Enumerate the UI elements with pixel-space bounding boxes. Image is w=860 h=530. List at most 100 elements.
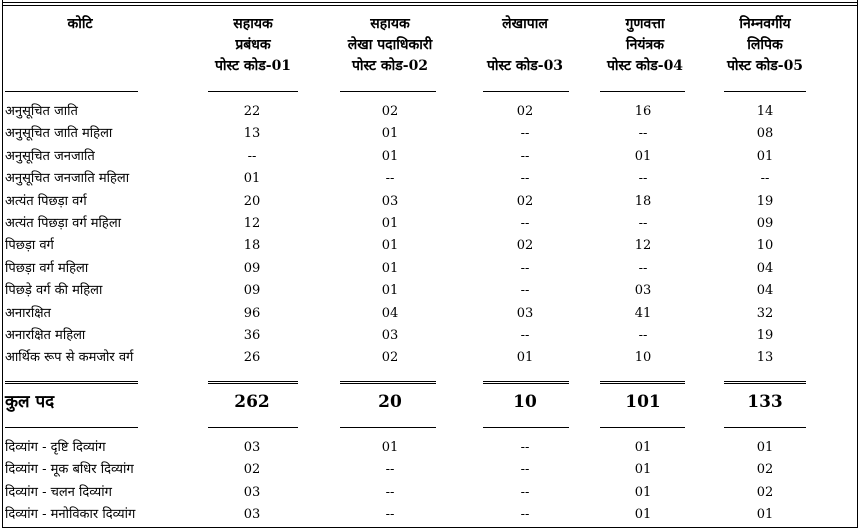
post-header-line: गुणवत्ता [625,16,665,32]
column-rule [5,427,138,428]
row-value: 01 [243,171,261,186]
row-value: 04 [756,283,774,298]
row-value: -- [638,171,648,186]
row-value: -- [520,149,530,164]
row-value: -- [638,328,648,343]
row-value: 09 [756,216,774,231]
category-header: कोटि [67,16,93,32]
total-value: 10 [513,392,537,412]
column-rule [340,91,436,92]
row-value: 01 [634,484,652,500]
row-value: -- [520,283,530,298]
row-value: 02 [381,350,399,365]
row-value: 02 [756,484,774,500]
row-value: -- [385,506,395,522]
row-label: अनुसूचित जनजाति महिला [5,171,130,186]
row-value: 36 [243,328,261,343]
row-value: 18 [243,238,261,253]
row-value: 10 [634,350,652,365]
row-value: 03 [243,484,261,500]
column-rule [208,427,298,428]
row-value: 02 [243,462,261,478]
column-rule [5,383,138,384]
row-value: 13 [756,350,774,365]
row-value: -- [638,216,648,231]
row-label: पिछड़े वर्ग की महिला [5,283,103,298]
row-value: 09 [243,283,261,298]
row-value: -- [520,126,530,141]
row-value: 01 [756,149,774,164]
row-value: 19 [756,328,774,343]
column-rule [483,383,569,384]
row-value: 14 [756,104,774,119]
row-value: 03 [381,194,399,209]
post-header-line [462,35,588,56]
total-label: कुल पद [5,392,55,412]
row-value: 01 [634,149,652,164]
row-value: 03 [243,440,261,455]
row-value: 32 [756,306,774,321]
row-label: पिछड़ा वर्ग [5,238,54,253]
row-value: -- [520,506,530,522]
row-value: -- [638,261,648,276]
column-rule [483,91,569,92]
total-value: 101 [625,392,661,412]
column-rule [724,383,806,384]
row-value: -- [520,328,530,343]
row-value: 04 [381,306,399,321]
row-value: 03 [243,506,261,522]
post-header: निम्नवर्गीय लिपिक पोस्ट कोड-05 [712,14,818,77]
top-rule [2,2,858,3]
row-value: -- [760,171,770,186]
post-header-line: सहायक [233,16,273,32]
post-header-line: नियंत्रक [626,37,664,53]
post-header-line: लिपिक [747,37,783,53]
row-label: दिव्यांग - मूक बधिर दिव्यांग [5,462,134,478]
total-value: 262 [234,392,270,412]
row-value: -- [520,261,530,276]
column-rule [600,427,685,428]
row-value: -- [385,171,395,186]
row-value: 12 [634,238,652,253]
row-value: 20 [243,194,261,209]
column-rule [5,91,138,92]
row-label: दिव्यांग - चलन दिव्यांग [5,484,112,500]
post-header-line: पोस्ट कोड-03 [486,58,564,74]
row-value: 01 [381,238,399,253]
row-value: 09 [243,261,261,276]
column-rule [5,381,138,382]
row-label: अनुसूचित जाति [5,104,78,119]
total-value: 20 [378,392,402,412]
post-header-line: लेखापाल [502,16,548,32]
row-value: 02 [516,238,534,253]
row-value: -- [247,149,257,164]
column-rule [724,91,806,92]
row-value: 02 [516,194,534,209]
row-label: पिछड़ा वर्ग महिला [5,261,89,276]
row-label: दिव्यांग - दृष्टि दिव्यांग [5,440,106,455]
row-label: अनारक्षित महिला [5,328,86,343]
column-rule [600,383,685,384]
post-header-line: पोस्ट कोड-01 [214,58,292,74]
row-value: 01 [381,261,399,276]
row-value: 01 [381,440,399,455]
column-rule [724,427,806,428]
column-rule [483,427,569,428]
row-value: 19 [756,194,774,209]
row-value: 02 [381,104,399,119]
post-header-line: लेखा पदाधिकारी [347,37,433,53]
post-header: लेखापाल पोस्ट कोड-03 [462,14,588,77]
row-value: 41 [634,306,652,321]
post-header: गुणवत्ता नियंत्रक पोस्ट कोड-04 [590,14,700,77]
column-rule [600,91,685,92]
row-value: -- [520,462,530,478]
column-rule [208,383,298,384]
row-value: 03 [381,328,399,343]
row-value: 96 [243,306,261,321]
row-value: -- [385,484,395,500]
row-label: अत्यंत पिछड़ा वर्ग [5,194,87,209]
row-label: अनुसूचित जनजाति [5,149,95,164]
row-value: 01 [381,149,399,164]
row-value: 13 [243,126,261,141]
